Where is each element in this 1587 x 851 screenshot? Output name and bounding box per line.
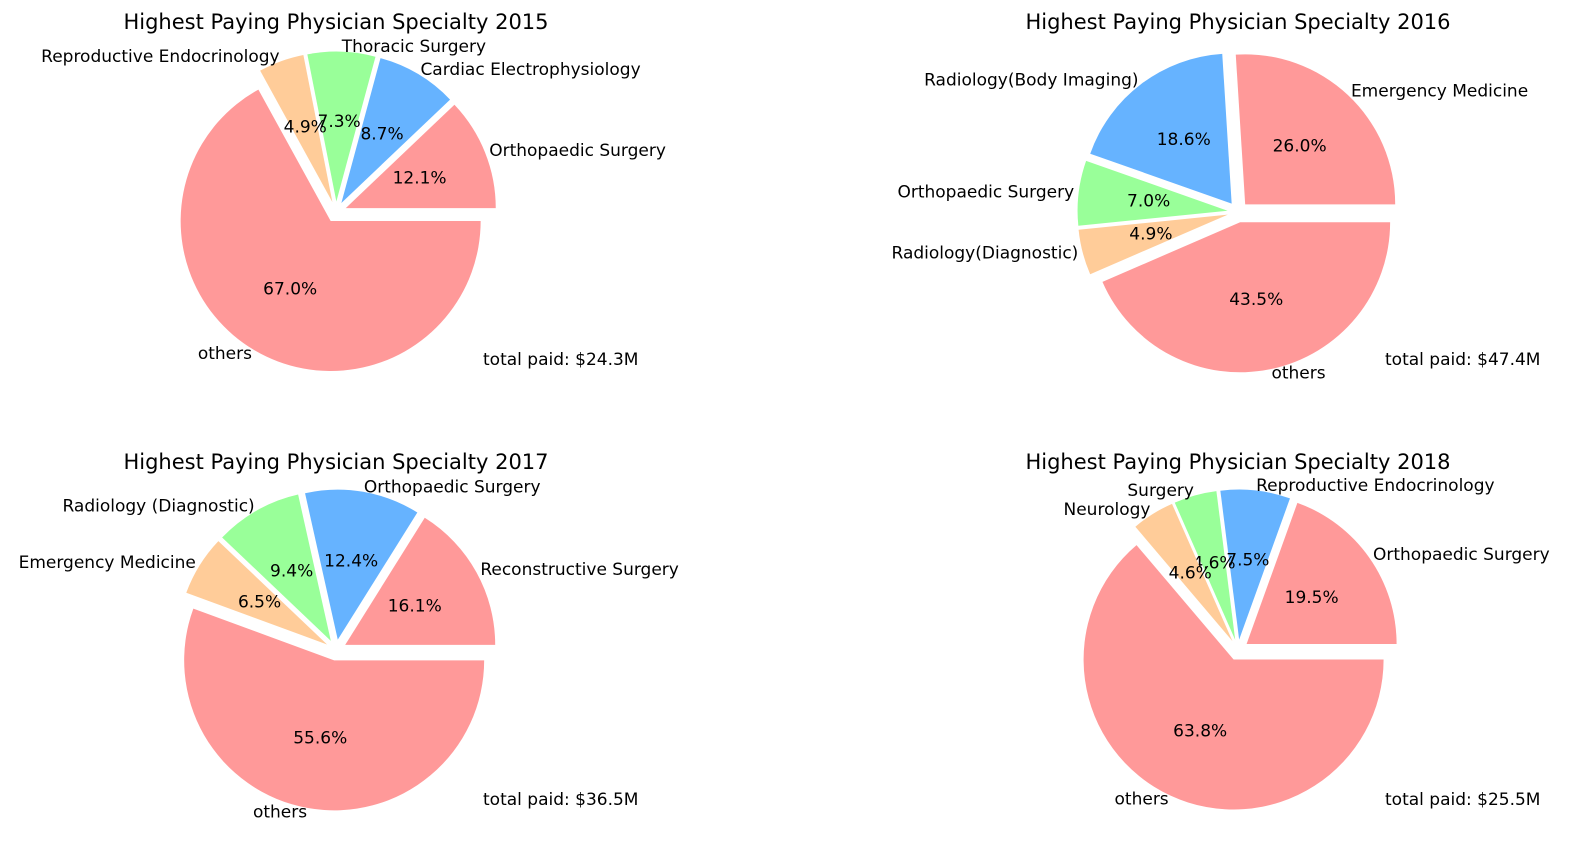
pie-slice-cardiac-electrophysiology (341, 58, 451, 203)
pie-slice-reproductive-endocrinology (260, 54, 333, 203)
slice-label: Neurology (1064, 500, 1151, 520)
pie-slice-emergency-medicine (1235, 54, 1396, 205)
slice-label: Cardiac Electrophysiology (420, 60, 640, 80)
slice-percent-label: 55.6% (293, 729, 347, 749)
slice-percent-label: 16.1% (388, 596, 442, 616)
pie-slice-radiology-diagnostic (1078, 214, 1228, 275)
slice-label: others (198, 344, 252, 364)
slice-label: others (253, 802, 307, 822)
slice-percent-label: 26.0% (1273, 136, 1327, 156)
pie-slice-others (1102, 222, 1391, 373)
pie-slice-emergency-medicine (186, 541, 328, 645)
pie-slice-others (1083, 545, 1384, 810)
slice-percent-label: 7.0% (1127, 191, 1170, 211)
chart-title: Highest Paying Physician Specialty 2016 (1025, 10, 1450, 34)
slice-percent-label: 7.3% (318, 112, 361, 132)
chart-title: Highest Paying Physician Specialty 2018 (1025, 450, 1450, 474)
slice-label: Radiology (Diagnostic) (62, 496, 254, 516)
slice-percent-label: 63.8% (1173, 722, 1227, 742)
pie-panel-4: Highest Paying Physician Specialty 2018 O… (1025, 450, 1549, 810)
pie-slice-surgery (1174, 491, 1236, 640)
slice-label: Orthopaedic Surgery (489, 141, 666, 161)
pie-slice-radiology-diagnostic (222, 494, 331, 641)
slice-label: others (1271, 364, 1325, 384)
slice-percent-label: 6.5% (238, 592, 281, 612)
slice-label: Reproductive Endocrinology (41, 47, 279, 67)
pie-slice-reproductive-endocrinology (1220, 489, 1290, 640)
pie-slice-orthopaedic-surgery (1246, 502, 1397, 644)
slice-percent-label: 19.5% (1285, 588, 1339, 608)
slice-percent-label: 67.0% (263, 279, 317, 299)
total-paid-annotation: total paid: $24.3M (483, 350, 638, 370)
slice-label: Surgery (1127, 481, 1194, 501)
slice-label: Orthopaedic Surgery (897, 182, 1074, 202)
pie-panel-3: Highest Paying Physician Specialty 2017 R… (19, 450, 679, 822)
pie-slice-orthopaedic-surgery (305, 489, 418, 640)
slice-percent-label: 4.6% (1169, 564, 1212, 584)
pie-slice-orthopaedic-surgery (1077, 160, 1228, 226)
total-paid-annotation: total paid: $47.4M (1385, 350, 1540, 370)
slice-percent-label: 4.9% (284, 117, 327, 137)
slice-percent-label: 9.4% (270, 562, 313, 582)
slice-percent-label: 12.1% (393, 169, 447, 189)
pie-slice-neurology (1135, 503, 1233, 642)
slice-percent-label: 18.6% (1157, 130, 1211, 150)
slice-label: Radiology(Diagnostic) (892, 244, 1079, 264)
slice-percent-label: 12.4% (324, 551, 378, 571)
slice-label: Orthopaedic Surgery (364, 477, 541, 497)
total-paid-annotation: total paid: $36.5M (483, 790, 638, 810)
slice-label: Reproductive Endocrinology (1256, 476, 1494, 496)
total-paid-annotation: total paid: $25.5M (1385, 790, 1540, 810)
slice-label: Emergency Medicine (1351, 82, 1528, 102)
slice-label: Emergency Medicine (19, 553, 196, 573)
slice-percent-label: 4.6% (1192, 553, 1235, 573)
slice-percent-label: 8.7% (360, 125, 403, 145)
slice-label: Reconstructive Surgery (480, 560, 679, 580)
slice-label: Radiology(Body Imaging) (924, 70, 1138, 90)
chart-title: Highest Paying Physician Specialty 2015 (123, 10, 548, 34)
pie-slice-others (180, 89, 481, 372)
slice-label: Thoracic Surgery (341, 37, 486, 57)
slice-percent-label: 4.9% (1129, 225, 1172, 245)
slice-percent-label: 43.5% (1229, 290, 1283, 310)
pie-slice-orthopaedic-surgery (345, 104, 496, 209)
pie-slice-reconstructive-surgery (345, 517, 496, 645)
pie-panel-2: Highest Paying Physician Specialty 2016 E… (892, 10, 1541, 384)
pie-slice-thoracic-surgery (307, 51, 376, 202)
slice-label: others (1115, 790, 1169, 810)
pie-slice-others (184, 608, 485, 811)
slice-percent-label: 7.5% (1226, 551, 1269, 571)
slice-label: Orthopaedic Surgery (1373, 545, 1550, 565)
pie-slice-radiology-body-imaging (1090, 53, 1232, 204)
pie-panel-1: Highest Paying Physician Specialty 2015 O… (41, 10, 666, 372)
chart-title: Highest Paying Physician Specialty 2017 (123, 450, 548, 474)
